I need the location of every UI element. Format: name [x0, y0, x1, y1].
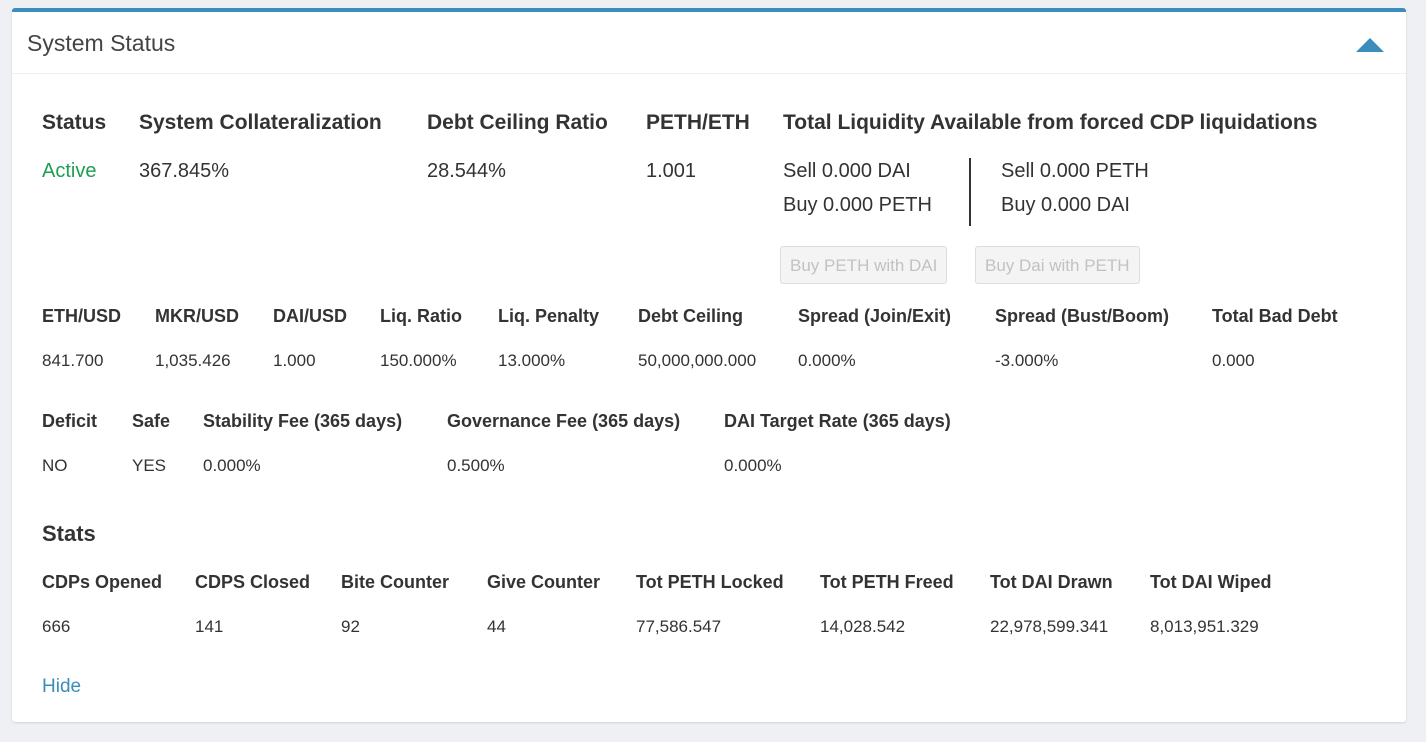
tot-peth-freed-value: 14,028.542	[820, 617, 906, 636]
header-deficit: Deficit	[42, 411, 98, 431]
deficit-value: NO	[42, 456, 68, 475]
header-eth-usd: ETH/USD	[42, 306, 122, 326]
header-cdps-closed: CDPS Closed	[195, 572, 311, 592]
header-debt-ceiling: Debt Ceiling	[638, 306, 744, 326]
header-total-bad-debt: Total Bad Debt	[1212, 306, 1338, 326]
liquidity-sell-peth: Sell 0.000 PETH	[1001, 160, 1149, 182]
header-stability-fee: Stability Fee (365 days)	[203, 411, 403, 431]
total-bad-debt-value: 0.000	[1212, 351, 1255, 370]
system-status-panel: System Status Status System Collateraliz…	[12, 8, 1406, 722]
header-spread-join-exit: Spread (Join/Exit)	[798, 306, 952, 326]
header-tot-dai-wiped: Tot DAI Wiped	[1150, 572, 1272, 592]
stability-fee-value: 0.000%	[203, 456, 261, 475]
give-counter-value: 44	[487, 617, 506, 636]
header-peth-eth: PETH/ETH	[646, 111, 750, 134]
debt-ceiling-ratio-value: 28.544%	[427, 160, 506, 182]
eth-usd-value: 841.700	[42, 351, 104, 370]
safe-value: YES	[132, 456, 167, 475]
chevron-up-icon	[1356, 38, 1384, 52]
spread-bust-boom-value: -3.000%	[995, 351, 1059, 370]
header-tot-dai-drawn: Tot DAI Drawn	[990, 572, 1113, 592]
header-mkr-usd: MKR/USD	[155, 306, 239, 326]
peth-eth-value: 1.001	[646, 160, 697, 182]
governance-fee-value: 0.500%	[447, 456, 505, 475]
spread-join-exit-value: 0.000%	[798, 351, 856, 370]
tot-peth-locked-value: 77,586.547	[636, 617, 722, 636]
header-tot-peth-freed: Tot PETH Freed	[820, 572, 954, 592]
header-cdps-opened: CDPs Opened	[42, 572, 163, 592]
liquidity-sell-dai: Sell 0.000 DAI	[783, 160, 911, 182]
header-give-counter: Give Counter	[487, 572, 601, 592]
stats-title: Stats	[42, 521, 96, 546]
mkr-usd-value: 1,035.426	[155, 351, 231, 370]
header-liq-penalty: Liq. Penalty	[498, 306, 600, 326]
buy-dai-with-peth-button[interactable]: Buy Dai with PETH	[975, 246, 1140, 284]
bite-counter-value: 92	[341, 617, 360, 636]
liquidity-buy-dai: Buy 0.000 DAI	[1001, 194, 1130, 216]
liq-penalty-value: 13.000%	[498, 351, 566, 370]
dai-usd-value: 1.000	[273, 351, 316, 370]
panel-title: System Status	[27, 30, 176, 56]
tot-dai-wiped-value: 8,013,951.329	[1150, 617, 1259, 636]
cdps-closed-value: 141	[195, 617, 224, 636]
header-system-collateralization: System Collateralization	[139, 111, 382, 134]
header-safe: Safe	[132, 411, 171, 431]
liquidity-buy-peth: Buy 0.000 PETH	[783, 194, 932, 216]
header-debt-ceiling-ratio: Debt Ceiling Ratio	[427, 111, 608, 134]
header-dai-target-rate: DAI Target Rate (365 days)	[724, 411, 951, 431]
debt-ceiling-value: 50,000,000.000	[638, 351, 757, 370]
liquidity-divider	[969, 158, 971, 226]
header-tot-peth-locked: Tot PETH Locked	[636, 572, 784, 592]
collateralization-value: 367.845%	[139, 160, 230, 182]
header-total-liquidity: Total Liquidity Available from forced CD…	[783, 111, 1318, 134]
header-liq-ratio: Liq. Ratio	[380, 306, 462, 326]
liq-ratio-value: 150.000%	[380, 351, 457, 370]
cdps-opened-value: 666	[42, 617, 71, 636]
header-bite-counter: Bite Counter	[341, 572, 449, 592]
panel-header: System Status	[12, 12, 1406, 74]
hide-link[interactable]: Hide	[42, 676, 82, 697]
dai-target-rate-value: 0.000%	[724, 456, 782, 475]
status-value: Active	[42, 160, 97, 182]
header-status: Status	[42, 111, 107, 134]
header-spread-bust-boom: Spread (Bust/Boom)	[995, 306, 1170, 326]
buy-peth-with-dai-button[interactable]: Buy PETH with DAI	[780, 246, 948, 284]
header-dai-usd: DAI/USD	[273, 306, 348, 326]
collapse-button[interactable]	[1354, 34, 1386, 54]
tot-dai-drawn-value: 22,978,599.341	[990, 617, 1109, 636]
header-governance-fee: Governance Fee (365 days)	[447, 411, 681, 431]
